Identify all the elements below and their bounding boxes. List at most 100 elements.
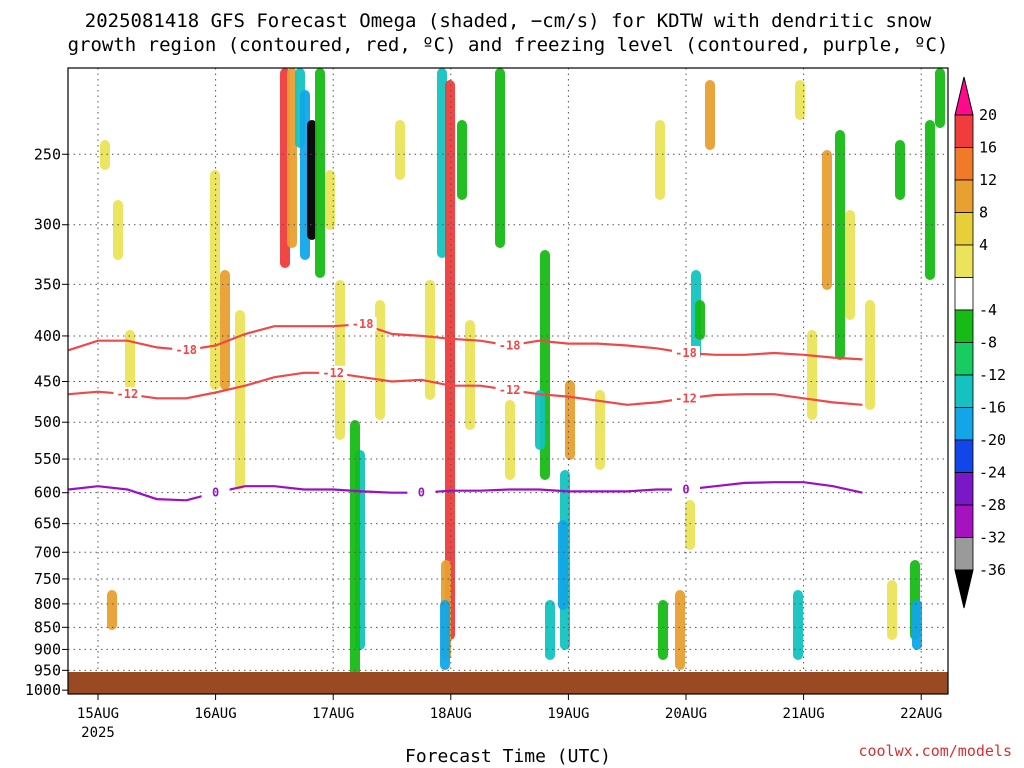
omega-shade-cell bbox=[705, 80, 715, 150]
y-tick-label: 900 bbox=[34, 640, 61, 658]
colorbar-label: -32 bbox=[979, 529, 1006, 547]
contour-label: 0 bbox=[212, 486, 219, 500]
contour-label: -18 bbox=[352, 317, 374, 331]
y-tick-label: 300 bbox=[34, 216, 61, 234]
omega-shade-cell bbox=[395, 120, 405, 180]
contour-label-bg bbox=[495, 382, 524, 397]
colorbar-swatch bbox=[954, 147, 974, 181]
omega-shade-cell bbox=[912, 600, 922, 650]
omega-shade-cell bbox=[865, 300, 875, 410]
contour-label: -18 bbox=[499, 338, 521, 352]
x-tick-label: 17AUG bbox=[312, 706, 354, 722]
omega-shade-cell bbox=[107, 590, 117, 630]
contour-line bbox=[68, 323, 863, 361]
colorbar-max-arrow bbox=[954, 76, 974, 116]
omega-shade-cell bbox=[445, 80, 455, 640]
y-tick-label: 700 bbox=[34, 543, 61, 561]
x-tick-label: 18AUG bbox=[430, 706, 472, 722]
omega-shade-cell bbox=[793, 590, 803, 660]
contour-label-bg bbox=[672, 391, 700, 406]
omega-shade-cell bbox=[835, 130, 845, 360]
x-axis-title: Forecast Time (UTC) bbox=[405, 746, 611, 767]
omega-shade-cell bbox=[887, 580, 897, 640]
omega-shade-cell bbox=[220, 270, 230, 390]
y-tick-label: 550 bbox=[34, 450, 61, 468]
omega-shade-cell bbox=[595, 390, 605, 470]
omega-shade-cell bbox=[457, 120, 467, 200]
y-tick-label: 600 bbox=[34, 484, 61, 502]
colorbar-label: -24 bbox=[979, 464, 1006, 482]
omega-shade-cell bbox=[845, 210, 855, 320]
grid-lines bbox=[68, 68, 948, 694]
colorbar-label: 20 bbox=[979, 106, 997, 124]
y-tick-label: 1000 bbox=[25, 681, 61, 699]
contour-label-bg bbox=[172, 343, 201, 358]
y-tick-label: 400 bbox=[34, 327, 61, 345]
contour-label-bg bbox=[495, 338, 524, 353]
contour-label: -18 bbox=[175, 343, 197, 357]
x-axis-year-label: 2025 bbox=[81, 725, 115, 741]
omega-shade-cell bbox=[125, 330, 135, 390]
credit-link[interactable]: coolwx.com/models bbox=[858, 742, 1012, 760]
time-axis: 15AUG 16AUG 17AUG 18AUG 19AUG 20AUG 21AUG 22AUG bbox=[77, 694, 942, 722]
y-tick-label: 850 bbox=[34, 618, 61, 636]
omega-shade-cell bbox=[307, 120, 317, 240]
omega-shade-cell bbox=[315, 68, 325, 278]
colorbar-swatch bbox=[954, 277, 974, 311]
x-tick-label: 15AUG bbox=[77, 706, 119, 722]
omega-shade-cell bbox=[235, 310, 245, 490]
contour-label: -12 bbox=[322, 366, 344, 380]
omega-shade-cell bbox=[440, 600, 450, 670]
contour-label-bg bbox=[201, 485, 230, 500]
colorbar-swatch bbox=[954, 342, 974, 376]
omega-shade-cell bbox=[287, 68, 297, 248]
colorbar-swatch bbox=[954, 407, 974, 441]
colorbar-label: -4 bbox=[979, 301, 997, 319]
y-tick-label: 250 bbox=[34, 145, 61, 163]
contour-label: -12 bbox=[675, 391, 697, 405]
colorbar-label: -16 bbox=[979, 399, 1006, 417]
colorbar-swatch bbox=[954, 114, 974, 148]
y-tick-label: 450 bbox=[34, 372, 61, 390]
contour-label: 0 bbox=[418, 486, 425, 500]
y-tick-label: 650 bbox=[34, 515, 61, 533]
omega-shade-cell bbox=[675, 590, 685, 670]
contour-label-bg bbox=[672, 345, 700, 360]
contour-label-bg bbox=[672, 482, 700, 497]
colorbar-swatch bbox=[954, 504, 974, 538]
omega-shade-cell bbox=[935, 68, 945, 128]
colorbar-swatch bbox=[954, 212, 974, 246]
colorbar-swatch bbox=[954, 244, 974, 278]
colorbar-swatch bbox=[954, 472, 974, 506]
omega-shade-cell bbox=[465, 320, 475, 430]
omega-shade-cell bbox=[495, 68, 505, 248]
contour-label-bg bbox=[348, 317, 377, 332]
contour-layer: -18 -18 -18 -18 -12 -12 -12 -12 0 0 0 bbox=[68, 317, 863, 502]
colorbar-label: 16 bbox=[979, 139, 997, 157]
omega-shade-cell bbox=[535, 390, 545, 450]
colorbar-swatch bbox=[954, 179, 974, 213]
contour-label: -12 bbox=[499, 383, 521, 397]
colorbar-swatch bbox=[954, 537, 974, 571]
colorbar-label: -28 bbox=[979, 496, 1006, 514]
colorbar-swatch bbox=[954, 374, 974, 408]
omega-shade-cell bbox=[425, 280, 435, 400]
contour-label: -12 bbox=[117, 387, 139, 401]
omega-shade-cell bbox=[565, 380, 575, 460]
omega-shade-cell bbox=[925, 120, 935, 280]
omega-shade-cell bbox=[505, 400, 515, 480]
omega-shade-cell bbox=[795, 80, 805, 120]
omega-shade-cell bbox=[558, 520, 568, 610]
contour-label-bg bbox=[407, 485, 436, 500]
omega-shade-cell bbox=[807, 330, 817, 420]
omega-shade-cell bbox=[545, 600, 555, 660]
ground-surface-band bbox=[68, 672, 948, 694]
omega-shade-cell bbox=[210, 170, 220, 390]
colorbar-legend: 20 16 12 8 4 -4 -8 -12 -16 -20 -24 -28 -32 -36 bbox=[954, 76, 1006, 609]
y-tick-label: 500 bbox=[34, 413, 61, 431]
chart-title-line1: 2025081418 GFS Forecast Omega (shaded, −… bbox=[85, 10, 932, 32]
contour-line bbox=[68, 481, 863, 502]
omega-shade-cell bbox=[822, 150, 832, 290]
y-tick-label: 750 bbox=[34, 570, 61, 588]
